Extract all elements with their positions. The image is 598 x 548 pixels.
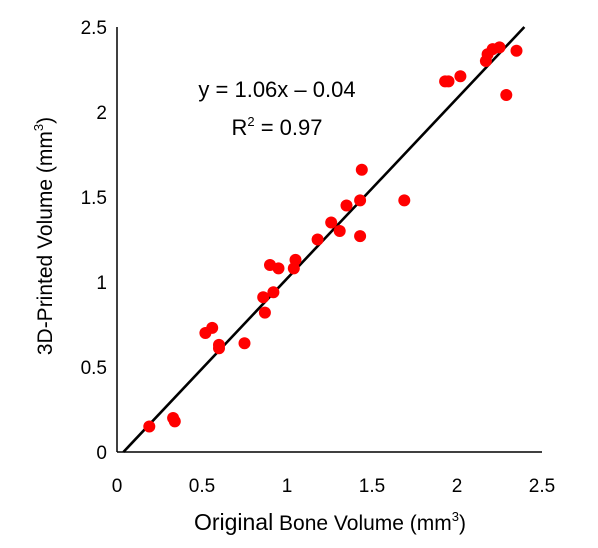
x-axis-ticks: 0 0.5 1 1.5 2 2.5 [112, 476, 556, 497]
data-point [325, 216, 338, 229]
data-point [355, 163, 368, 176]
data-point [257, 291, 270, 304]
r2-prefix: R [231, 115, 247, 140]
data-point [143, 420, 156, 433]
y-axis-label-part-1: 3D-Printed Volume (mm [34, 131, 57, 355]
x-axis-label-part-4: ) [459, 512, 466, 535]
data-point [493, 41, 506, 54]
trend-line [122, 26, 526, 453]
data-point [289, 253, 302, 266]
y-tick-label: 0 [96, 443, 107, 464]
x-tick-label: 1.5 [359, 476, 385, 497]
x-tick-label: 1 [282, 476, 293, 497]
x-tick-label: 2 [452, 476, 463, 497]
data-points [143, 41, 523, 433]
y-tick-label: 2.5 [81, 18, 107, 39]
x-axis-label-part-2: Bone Volume (mm [273, 512, 452, 535]
y-tick-label: 2 [96, 103, 107, 124]
y-tick-label: 1.5 [81, 188, 107, 209]
y-tick-label: 1 [96, 273, 107, 294]
data-point [272, 262, 285, 275]
y-axis-label-superscript: 3 [31, 124, 46, 131]
data-point [238, 337, 251, 350]
data-point [206, 321, 219, 334]
x-tick-label: 2.5 [529, 476, 555, 497]
data-point [340, 199, 353, 212]
y-tick-label: 0.5 [81, 358, 107, 379]
fit-equation: y = 1.06x – 0.04 [198, 77, 355, 102]
data-point [442, 75, 455, 88]
data-point [267, 286, 280, 299]
data-point [168, 415, 181, 428]
data-point [510, 44, 523, 57]
data-point [354, 230, 367, 243]
r2-value: = 0.97 [255, 115, 323, 140]
data-point [333, 225, 346, 237]
data-point [354, 194, 367, 207]
data-point [398, 194, 411, 207]
x-axis-label-part-1: Original [194, 509, 273, 535]
x-tick-label: 0 [112, 476, 123, 497]
plot-area: 0 0.5 1 1.5 2 2.5 0 0.5 1 1.5 2 2.5 [81, 18, 556, 497]
y-axis-label-part-3: ) [34, 117, 57, 124]
data-point [500, 89, 513, 101]
r-squared-label: R2 = 0.97 [231, 114, 322, 140]
y-axis-label: 3D-Printed Volume (mm3) [31, 117, 57, 355]
data-point [213, 338, 225, 351]
data-point [454, 70, 467, 83]
x-axis-label: Original Bone Volume (mm3) [194, 509, 466, 535]
data-point [258, 306, 271, 319]
x-tick-label: 0.5 [189, 476, 215, 497]
data-point [311, 233, 324, 246]
y-axis-ticks: 0 0.5 1 1.5 2 2.5 [81, 18, 107, 464]
x-axis-label-superscript: 3 [452, 509, 459, 524]
r2-superscript: 2 [247, 114, 254, 129]
